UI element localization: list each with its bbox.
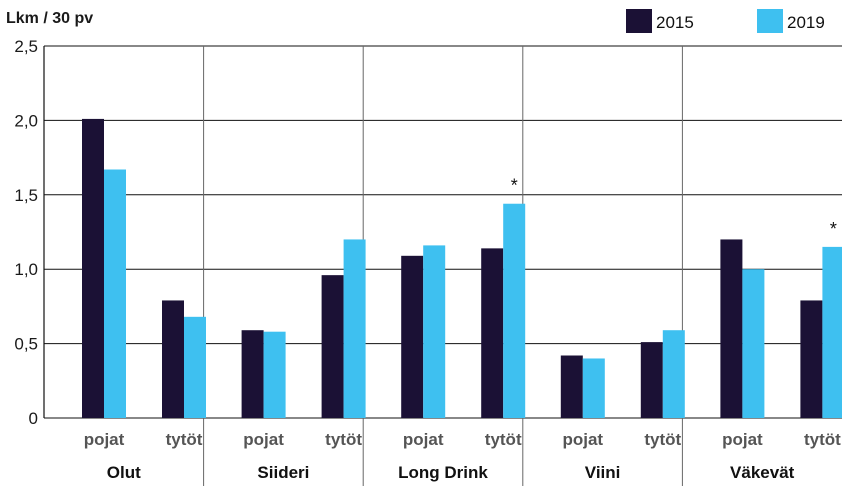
x-subcategory-label: pojat bbox=[722, 430, 763, 449]
legend-swatch-2015 bbox=[626, 9, 652, 33]
y-tick-label: 1,0 bbox=[14, 260, 38, 279]
bar-v-kev-t-pojat-2015 bbox=[720, 239, 743, 418]
bar-viini-tytöt-2015 bbox=[640, 342, 663, 418]
bar-olut-pojat-2015 bbox=[82, 118, 104, 419]
x-subcategory-label: pojat bbox=[562, 430, 603, 449]
bar-viini-pojat-2019 bbox=[582, 358, 605, 418]
x-subcategory-label: pojat bbox=[84, 430, 125, 449]
y-tick-label: 0,5 bbox=[14, 335, 38, 354]
x-subcategory-label: pojat bbox=[403, 430, 444, 449]
bar-viini-tytöt-2019 bbox=[662, 330, 685, 418]
x-subcategory-label: tytöt bbox=[325, 430, 362, 449]
y-tick-label: 0 bbox=[29, 409, 38, 428]
x-group-label: Siideri bbox=[257, 463, 309, 482]
bar-v-kev-t-tytöt-2019 bbox=[822, 246, 842, 418]
bar-olut-tytöt-2015 bbox=[162, 300, 184, 418]
x-group-label: Long Drink bbox=[398, 463, 488, 482]
bar-siideri-tytöt-2019 bbox=[343, 239, 366, 418]
x-subcategory-label: tytöt bbox=[804, 430, 841, 449]
bar-siideri-pojat-2019 bbox=[263, 331, 286, 418]
x-subcategory-label: tytöt bbox=[644, 430, 681, 449]
bar-long-drink-tytöt-2019 bbox=[503, 203, 526, 418]
bar-siideri-pojat-2015 bbox=[241, 330, 264, 418]
x-axis-labels: pojat tytöt Olut pojat tytöt Siideri pojat tytö… bbox=[84, 430, 841, 482]
y-tick-label: 1,5 bbox=[14, 186, 38, 205]
legend-swatch-2019 bbox=[757, 9, 783, 33]
legend: 2015 2019 bbox=[626, 9, 825, 33]
y-tick-label: 2,5 bbox=[14, 37, 38, 56]
y-tick-label: 2,0 bbox=[14, 111, 38, 130]
bar-siideri-tytöt-2015 bbox=[321, 275, 344, 418]
y-axis-title: Lkm / 30 pv bbox=[6, 10, 93, 27]
bar-viini-pojat-2015 bbox=[560, 355, 583, 418]
bar-olut-tytöt-2019 bbox=[184, 316, 206, 418]
bar-long-drink-pojat-2019 bbox=[423, 245, 446, 418]
bars: ** bbox=[82, 118, 842, 419]
bar-long-drink-pojat-2015 bbox=[401, 255, 424, 418]
bar-olut-pojat-2019 bbox=[104, 169, 126, 418]
y-axis-ticks: 0 0,5 1,0 1,5 2,0 2,5 bbox=[14, 37, 38, 428]
x-group-label: Väkevät bbox=[730, 463, 795, 482]
legend-label: 2019 bbox=[787, 13, 825, 32]
significance-marker: * bbox=[511, 176, 518, 196]
bar-long-drink-tytöt-2015 bbox=[481, 248, 504, 418]
x-subcategory-label: tytöt bbox=[485, 430, 522, 449]
x-group-label: Viini bbox=[585, 463, 621, 482]
bar-v-kev-t-tytöt-2015 bbox=[800, 300, 823, 418]
legend-label: 2015 bbox=[656, 13, 694, 32]
x-subcategory-label: tytöt bbox=[166, 430, 203, 449]
significance-marker: * bbox=[830, 219, 837, 239]
x-group-label: Olut bbox=[107, 463, 141, 482]
bar-v-kev-t-pojat-2019 bbox=[742, 269, 765, 418]
x-subcategory-label: pojat bbox=[243, 430, 284, 449]
